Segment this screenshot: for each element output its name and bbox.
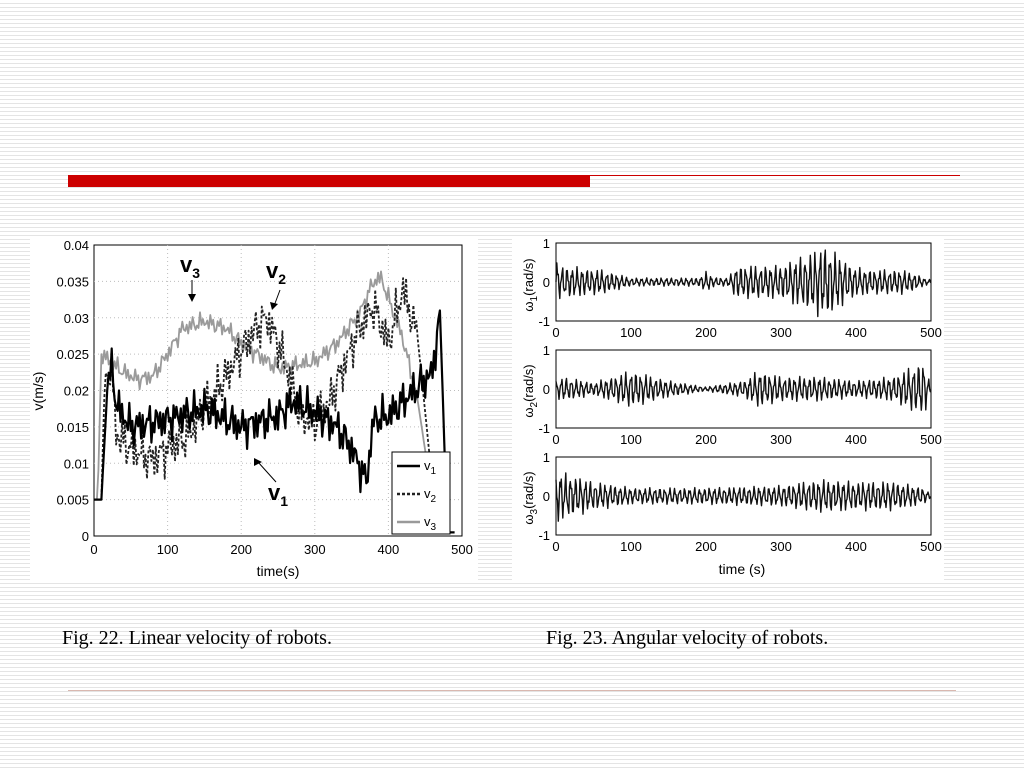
subplot-omega3: ω3(rad/s) 10-10 100 200 300 400 500 <box>521 450 942 554</box>
series-line-omega3 <box>555 472 931 522</box>
linear-velocity-figure: 0 0.005 0.01 0.015 0.02 0.025 0.03 0.035 0.04 0 1… <box>30 236 478 580</box>
y-tick-label: 0.03 <box>64 311 89 326</box>
y-tick-label: 0.04 <box>64 238 89 253</box>
x-tick-label: 300 <box>770 539 792 554</box>
series-line-v3 <box>94 270 436 501</box>
x-tick-label: 100 <box>620 539 642 554</box>
series-line-v1 <box>94 309 455 534</box>
x-tick-label: 0 <box>552 432 559 447</box>
x-tick-label: 400 <box>378 542 400 557</box>
x-tick-label: 500 <box>920 539 942 554</box>
y-tick-label: 1 <box>543 236 550 251</box>
subplot-omega2: ω2(rad/s) 10-10 100 200 300 400 500 <box>521 343 942 447</box>
y-tick-label: 1 <box>543 450 550 465</box>
y-tick-label: 0 <box>543 275 550 290</box>
series-line-omega1 <box>555 249 932 318</box>
y-tick-label: 1 <box>543 343 550 358</box>
subplot-omega1: ω1(rad/s) 10-10 100 200 300 400 500 <box>521 236 942 340</box>
y-tick-label: 0.015 <box>56 420 89 435</box>
legend: v1 v2 v3 <box>391 451 451 535</box>
annotation-v1-arrow <box>257 461 277 483</box>
legend-label-v3: v3 <box>424 514 437 533</box>
annotation-v3-arrowhead <box>188 294 196 302</box>
x-tick-label: 500 <box>451 542 473 557</box>
y-axis-label: v(m/s) <box>30 372 46 411</box>
series-line-omega2 <box>555 367 932 411</box>
x-tick-label: 300 <box>770 325 792 340</box>
x-tick-label: 100 <box>620 325 642 340</box>
subplot-omega1-ylabel: ω1(rad/s) <box>521 258 540 311</box>
annotation-v1-arrowhead <box>254 458 262 466</box>
figure-caption-23: Fig. 23. Angular velocity of robots. <box>546 627 829 649</box>
x-tick-label: 200 <box>695 539 717 554</box>
legend-label-v2: v2 <box>424 486 437 505</box>
legend-label-v1: v1 <box>424 458 437 477</box>
x-tick-label: 500 <box>920 325 942 340</box>
accent-line <box>590 175 960 176</box>
subplot-omega2-ylabel: ω2(rad/s) <box>521 364 540 417</box>
x-tick-label: 400 <box>845 432 867 447</box>
series-line-v2 <box>94 277 436 501</box>
x-tick-label: 100 <box>620 432 642 447</box>
y-tick-label: 0.005 <box>56 493 89 508</box>
y-tick-label: -1 <box>538 314 550 329</box>
angular-velocity-chart: ω1(rad/s) 10-10 100 200 300 400 500 ω2(rad/s)… <box>521 236 942 577</box>
y-tick-label: -1 <box>538 528 550 543</box>
annotation-v2-arrowhead <box>270 302 278 310</box>
footer-divider <box>68 690 956 691</box>
annotation-v2: v2 <box>266 258 286 287</box>
x-axis-label: time(s) <box>257 563 300 579</box>
annotation-v3: v3 <box>180 252 200 281</box>
y-tick-label: 0 <box>543 489 550 504</box>
y-tick-label: -1 <box>538 421 550 436</box>
annotation-v1: v1 <box>268 480 288 509</box>
x-tick-label: 200 <box>695 432 717 447</box>
x-tick-label: 0 <box>552 325 559 340</box>
y-tick-label: 0.035 <box>56 274 89 289</box>
y-tick-label: 0.025 <box>56 347 89 362</box>
subplot-omega3-ylabel: ω3(rad/s) <box>521 471 540 524</box>
x-tick-label: 100 <box>157 542 179 557</box>
y-tick-label: 0 <box>543 382 550 397</box>
figure-caption-22: Fig. 22. Linear velocity of robots. <box>62 627 332 649</box>
x-tick-label: 500 <box>920 432 942 447</box>
y-tick-label: 0.02 <box>64 384 89 399</box>
x-tick-label: 0 <box>552 539 559 554</box>
x-tick-labels: 0 100 200 300 400 500 <box>90 542 472 557</box>
x-tick-label: 300 <box>304 542 326 557</box>
x-tick-label: 400 <box>845 539 867 554</box>
angular-velocity-figure: ω1(rad/s) 1 0 -1 0 100 200 300 400 500 ω2(rad/s)… <box>512 236 944 580</box>
x-axis-label: time (s) <box>719 561 766 577</box>
accent-bar <box>68 175 590 187</box>
x-tick-label: 400 <box>845 325 867 340</box>
x-tick-label: 0 <box>90 542 97 557</box>
series-group <box>94 270 455 534</box>
y-tick-label: 0 <box>82 529 89 544</box>
x-tick-label: 200 <box>695 325 717 340</box>
y-tick-labels: 0 0.005 0.01 0.015 0.02 0.025 0.03 0.035 0.04 <box>56 238 89 544</box>
x-tick-label: 200 <box>230 542 252 557</box>
x-tick-label: 300 <box>770 432 792 447</box>
linear-velocity-chart: 0 0.005 0.01 0.015 0.02 0.025 0.03 0.035 0.04 0 1… <box>30 238 473 579</box>
y-tick-label: 0.01 <box>64 456 89 471</box>
